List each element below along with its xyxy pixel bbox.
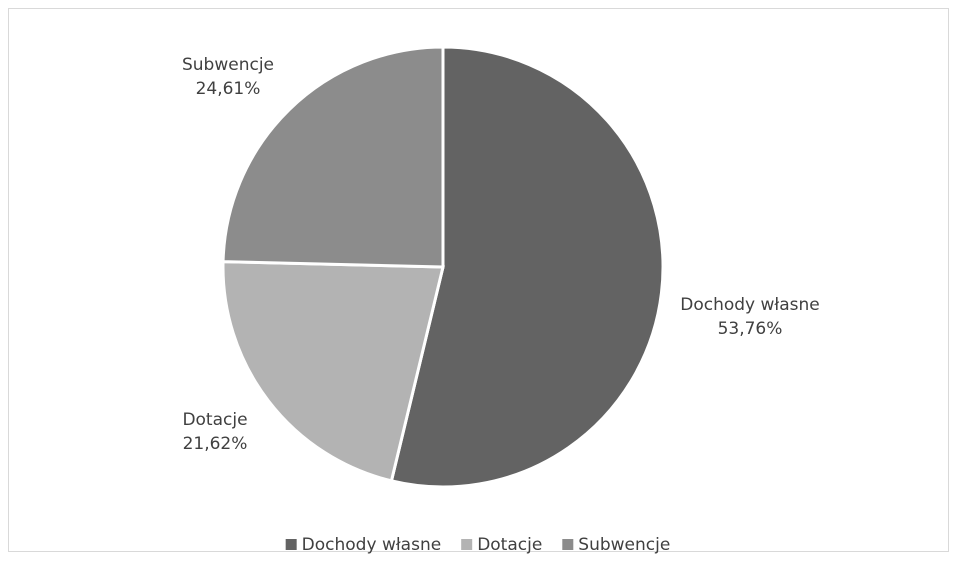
pie-slice <box>221 45 445 269</box>
slice-label-name: Dotacje <box>182 410 247 430</box>
legend-swatch <box>285 539 297 550</box>
legend-label: Subwencje <box>578 535 670 555</box>
legend-swatch <box>461 539 473 550</box>
slice-label-name: Subwencje <box>182 55 274 75</box>
slice-label-value: 21,62% <box>183 434 248 454</box>
pie-slice <box>389 45 665 489</box>
slice-label-value: 24,61% <box>196 79 261 99</box>
pie-slice <box>221 260 445 483</box>
legend-label: Dochody własne <box>302 535 442 555</box>
legend-swatch <box>562 539 574 550</box>
slice-label-value: 53,76% <box>718 319 783 339</box>
legend-label: Dotacje <box>477 535 542 555</box>
slice-label-name: Dochody własne <box>680 295 820 315</box>
